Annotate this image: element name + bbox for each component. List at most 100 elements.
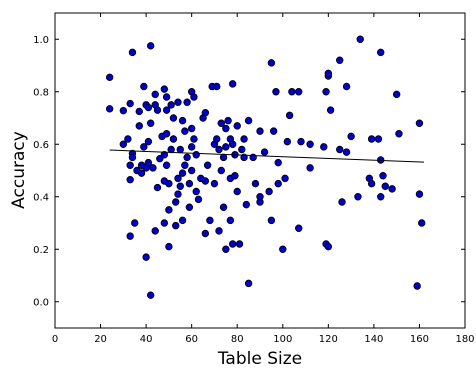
- data-point: [288, 88, 296, 96]
- data-point: [272, 88, 280, 96]
- data-point: [131, 219, 139, 227]
- data-point: [306, 140, 314, 148]
- data-point: [320, 143, 328, 151]
- x-tick-label: 20: [94, 334, 107, 345]
- data-point: [153, 106, 162, 114]
- data-point: [192, 187, 200, 196]
- data-point: [172, 198, 180, 206]
- data-point: [336, 145, 344, 154]
- data-point: [160, 219, 169, 227]
- data-point: [210, 179, 219, 188]
- data-point: [224, 116, 232, 125]
- data-point: [160, 151, 169, 159]
- data-point: [165, 242, 173, 251]
- data-point: [356, 35, 364, 43]
- data-point: [162, 161, 171, 169]
- data-point: [203, 161, 212, 169]
- data-point: [283, 137, 292, 146]
- data-point: [178, 169, 187, 177]
- data-point: [119, 140, 128, 148]
- data-point: [169, 135, 178, 143]
- data-point: [126, 99, 134, 108]
- data-point: [178, 116, 187, 125]
- data-point: [105, 105, 114, 113]
- data-points: [105, 35, 426, 299]
- data-point: [137, 169, 146, 177]
- x-tick-label: 120: [319, 334, 338, 345]
- data-point: [219, 203, 228, 211]
- data-point: [194, 195, 203, 204]
- data-point: [338, 198, 346, 206]
- data-point: [146, 42, 155, 50]
- data-point: [185, 179, 194, 188]
- data-point: [162, 130, 171, 138]
- data-point: [142, 253, 150, 261]
- data-point: [381, 182, 389, 190]
- data-point: [295, 88, 303, 96]
- data-point: [181, 127, 189, 135]
- data-point: [244, 116, 253, 125]
- data-point: [242, 200, 251, 209]
- x-tick-label: 140: [364, 334, 383, 345]
- data-point: [124, 135, 132, 143]
- data-point: [146, 119, 155, 127]
- data-point: [183, 153, 191, 162]
- data-point: [377, 48, 385, 57]
- data-point: [144, 158, 153, 167]
- data-point: [256, 198, 264, 206]
- data-point: [222, 124, 230, 133]
- data-point: [392, 90, 401, 99]
- x-axis-label: Table Size: [217, 349, 302, 368]
- data-point: [322, 88, 330, 96]
- data-point: [377, 193, 385, 201]
- data-point: [105, 73, 114, 82]
- y-axis-label: Accuracy: [9, 131, 29, 209]
- x-tick-label: 40: [140, 334, 153, 345]
- x-tick-label: 60: [185, 334, 198, 345]
- data-point: [342, 82, 351, 91]
- data-point: [336, 56, 344, 64]
- data-point: [233, 122, 241, 130]
- data-point: [274, 158, 282, 167]
- data-point: [160, 85, 169, 93]
- data-point: [201, 229, 210, 238]
- data-point: [265, 187, 273, 196]
- data-point: [140, 143, 148, 151]
- data-point: [146, 291, 155, 299]
- data-point: [183, 98, 191, 106]
- data-point: [174, 174, 182, 183]
- data-point: [295, 224, 303, 232]
- data-point: [165, 206, 173, 214]
- data-point: [128, 48, 137, 57]
- x-tick-label: 180: [455, 334, 474, 345]
- data-point: [251, 179, 260, 188]
- data-point: [228, 80, 237, 88]
- data-point: [151, 227, 159, 235]
- data-point: [128, 153, 137, 162]
- data-point: [176, 145, 184, 154]
- trend-line: [109, 149, 425, 163]
- x-tick-label: 0: [52, 334, 58, 345]
- data-point: [190, 93, 198, 101]
- data-point: [135, 107, 143, 116]
- data-point: [213, 82, 221, 91]
- data-point: [281, 174, 289, 183]
- data-point: [187, 143, 196, 151]
- data-point: [201, 109, 210, 117]
- data-point: [267, 59, 276, 67]
- data-point: [395, 130, 403, 138]
- data-point: [213, 135, 221, 143]
- data-point: [126, 232, 134, 240]
- data-point: [238, 145, 246, 154]
- data-point: [231, 172, 239, 180]
- data-point: [367, 179, 376, 188]
- y-axis-ticks: 0.0 0.2 0.4 0.6 0.8 1.0: [33, 35, 465, 308]
- data-point: [222, 245, 230, 253]
- x-tick-label: 160: [410, 334, 429, 345]
- data-point: [149, 164, 157, 172]
- data-point: [162, 106, 171, 114]
- x-tick-label: 100: [273, 334, 292, 345]
- y-tick-label: 0.6: [33, 140, 49, 151]
- data-point: [172, 221, 180, 230]
